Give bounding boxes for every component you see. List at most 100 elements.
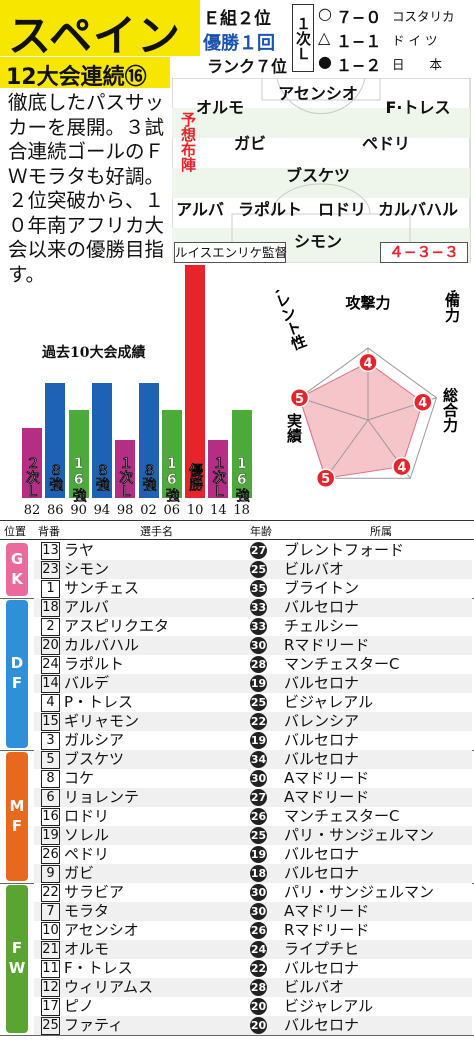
result-mark: ● [318,52,332,71]
player-club: バルセロナ [284,674,360,692]
shirt-number: 20 [41,637,60,655]
player-name: ラポルト [64,655,125,673]
result-score: １−１ [336,32,382,51]
roster-row: 12 ウィリアムス 28 ビルバオ [34,978,472,997]
player-club: マンチェスターC [284,655,400,673]
player-club: バルセロナ [284,1016,360,1034]
player-club: Rマドリード [284,636,370,654]
roster-row: 26 ペドリ 19 バルセロナ [34,845,472,864]
shirt-number: 24 [41,656,60,674]
player-age: 27 [250,789,267,806]
player-age: 20 [250,998,267,1015]
history-result: 16強 [70,456,87,502]
player-club: Rマドリード [284,921,370,939]
player-name: ラヤ [64,541,95,559]
shirt-number: 2 [41,618,60,636]
roster-row: 11 F・トレス 22 バルセロナ [34,959,472,978]
player-name: カルバハル [64,636,140,654]
roster-row: 18 アルバ 33 バルセロナ [34,598,472,617]
result-mark: △ [318,28,331,47]
player: アルバ [176,200,224,219]
radar-axis-label: 総合力 [441,387,459,434]
history-bar [161,410,182,498]
history-result: ８強 [140,463,157,491]
player-name: コケ [64,769,95,787]
radar-axis [325,419,369,479]
position-label: GK [8,549,26,590]
streak-band [0,57,170,88]
shirt-number: 12 [41,979,60,997]
roster-row: 3 ガルシア 19 バルセロナ [34,731,472,750]
column-header: 選手名 [140,525,173,538]
roster-row: 23 シモン 25 ビルバオ [34,560,472,579]
player: アセンシオ [278,84,358,103]
player: カルバハル [377,200,459,219]
history-year: 18 [233,503,250,518]
header-rule [0,539,474,540]
radar-axis-label: 実績 [285,412,303,444]
roster-row: 6 リョレンテ 27 Aマドリード [34,788,472,807]
player-name: ウィリアムス [64,978,153,996]
radar-value: 4 [397,461,406,476]
player-club: バルセロナ [284,731,360,749]
player-club: ビジャレアル [284,693,374,711]
shirt-number: 6 [41,789,60,807]
roster-row: 17 ピノ 20 ビジャレアル [34,997,472,1016]
player-name: アスピリクエタ [64,617,170,635]
position-label: DF [8,654,26,694]
history-year: 14 [210,503,227,518]
position-block [6,600,28,748]
radar-value: 5 [295,392,304,407]
coach: ルイスエンリケ監督 [174,242,287,263]
shirt-number: 23 [41,561,60,579]
roster-row: 14 バルデ 19 バルセロナ [34,674,472,693]
player-name: アルバ [64,598,109,616]
shirt-number: 4 [41,694,60,712]
history-bar [45,383,66,498]
roster-row: 21 オルモ 24 ライプチヒ [34,940,472,959]
player-age: 33 [250,618,267,635]
roster-row: 24 ラポルト 28 マンチェスターC [34,655,472,674]
shirt-number: 7 [41,903,60,921]
column-header: 年齢 [250,525,272,538]
player-age: 25 [250,827,267,844]
roster-row: 25 ファティ 20 バルセロナ [34,1016,472,1035]
shirt-number: 18 [41,599,60,617]
player-club: チェルシー [284,617,360,635]
player-club: パリ・サンジェルマン [284,826,435,844]
player-age: 20 [250,1017,267,1034]
player-club: ブレントフォード [284,541,405,559]
player-age: 28 [250,656,267,673]
player-name: P・トレス [64,693,134,711]
player: ペドリ [361,134,411,153]
player-club: ブライトン [284,579,360,597]
player-club: バルセロナ [284,598,360,616]
history-year: 02 [140,503,157,518]
player: ロドリ [317,200,367,219]
player-age: 25 [250,561,267,578]
rank: ランク７位 [207,57,288,76]
shirt-number: 21 [41,941,60,959]
radar-axis-label: 攻撃力 [345,294,390,312]
column-header: 位置 [4,525,26,538]
player-name: F・トレス [64,959,133,977]
history-bar [185,265,206,498]
radar-point [392,456,412,477]
shirt-number: 22 [41,884,60,902]
player-club: バレンシア [284,712,360,730]
player-age: 25 [250,694,267,711]
player-age: 22 [250,960,267,977]
radar-axis [299,397,369,421]
history-title: 過去10大会成績 [42,345,146,361]
player-club: バルセロナ [284,845,360,863]
player-name: アセンシオ [64,921,139,939]
player-age: 19 [250,732,267,749]
radar-point [315,468,336,488]
player-club: バルセロナ [284,959,360,977]
shirt-number: 17 [41,998,60,1016]
result-score: １−２ [336,56,382,75]
history-result: 16強 [163,456,180,502]
team-name: スペイン [8,12,181,62]
history-result: ８強 [93,463,110,491]
